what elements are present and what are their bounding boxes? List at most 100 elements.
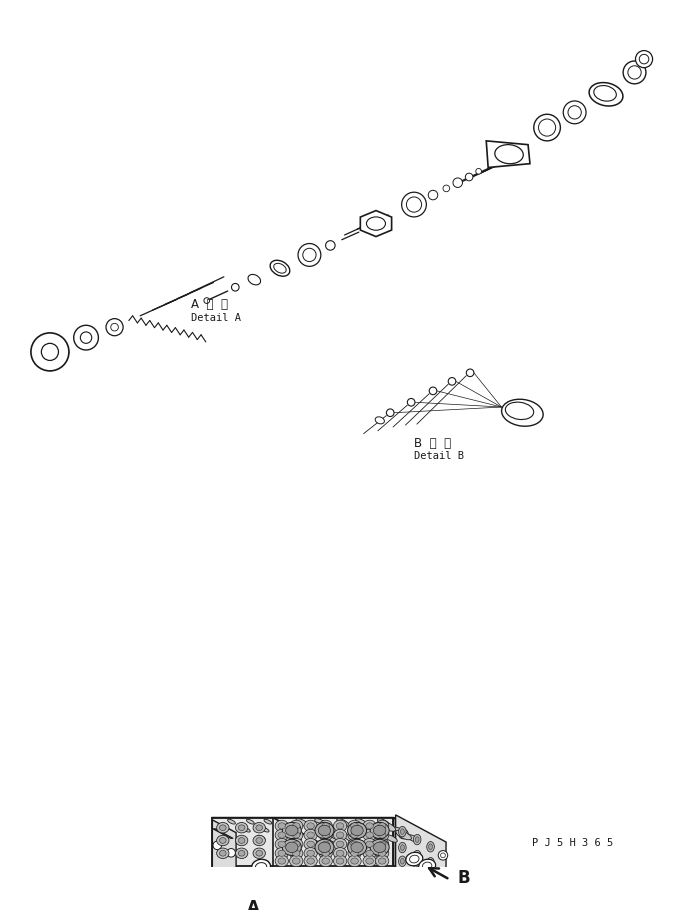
- Ellipse shape: [423, 862, 432, 870]
- Ellipse shape: [370, 839, 389, 855]
- Ellipse shape: [375, 847, 389, 859]
- Ellipse shape: [294, 835, 301, 840]
- Ellipse shape: [377, 819, 390, 826]
- Circle shape: [399, 829, 408, 839]
- Ellipse shape: [334, 855, 347, 866]
- Ellipse shape: [336, 850, 344, 856]
- Ellipse shape: [334, 829, 347, 841]
- Ellipse shape: [290, 847, 303, 859]
- Circle shape: [31, 333, 69, 371]
- Polygon shape: [212, 818, 440, 843]
- Ellipse shape: [351, 842, 363, 853]
- Ellipse shape: [228, 819, 235, 824]
- Ellipse shape: [378, 841, 386, 847]
- Ellipse shape: [322, 850, 330, 856]
- Circle shape: [568, 106, 581, 119]
- Ellipse shape: [393, 827, 406, 834]
- Circle shape: [628, 66, 641, 79]
- Ellipse shape: [380, 822, 396, 831]
- Ellipse shape: [318, 842, 331, 853]
- Ellipse shape: [235, 823, 248, 833]
- Ellipse shape: [350, 858, 359, 864]
- Ellipse shape: [304, 838, 317, 850]
- Text: B  詳  細: B 詳 細: [414, 437, 451, 450]
- Circle shape: [476, 168, 481, 174]
- Ellipse shape: [350, 850, 359, 856]
- Ellipse shape: [355, 819, 368, 826]
- Ellipse shape: [255, 863, 267, 871]
- Ellipse shape: [348, 820, 361, 832]
- Ellipse shape: [304, 829, 317, 841]
- Ellipse shape: [367, 217, 386, 230]
- Ellipse shape: [400, 829, 404, 834]
- Circle shape: [563, 101, 586, 124]
- Ellipse shape: [319, 855, 332, 866]
- Circle shape: [204, 298, 210, 303]
- Ellipse shape: [278, 841, 286, 847]
- Ellipse shape: [304, 855, 317, 866]
- Ellipse shape: [373, 825, 386, 835]
- Ellipse shape: [334, 820, 347, 832]
- Ellipse shape: [589, 83, 623, 106]
- Ellipse shape: [235, 835, 248, 845]
- Circle shape: [386, 409, 394, 417]
- Ellipse shape: [407, 834, 419, 842]
- Ellipse shape: [319, 847, 332, 859]
- Ellipse shape: [429, 874, 433, 879]
- Ellipse shape: [366, 850, 373, 856]
- Ellipse shape: [322, 841, 330, 847]
- Polygon shape: [212, 818, 394, 865]
- Ellipse shape: [419, 859, 435, 873]
- Ellipse shape: [307, 841, 315, 847]
- Ellipse shape: [319, 838, 332, 850]
- Ellipse shape: [293, 832, 300, 838]
- Ellipse shape: [282, 839, 301, 855]
- Ellipse shape: [336, 841, 344, 847]
- Circle shape: [303, 248, 316, 261]
- Ellipse shape: [413, 864, 421, 875]
- Ellipse shape: [220, 837, 226, 844]
- Ellipse shape: [495, 145, 523, 164]
- Ellipse shape: [319, 829, 332, 841]
- Circle shape: [453, 178, 462, 187]
- Ellipse shape: [366, 823, 373, 829]
- Ellipse shape: [311, 822, 327, 831]
- Ellipse shape: [385, 834, 398, 842]
- Ellipse shape: [304, 847, 317, 859]
- Ellipse shape: [366, 841, 373, 847]
- Ellipse shape: [351, 825, 363, 835]
- Ellipse shape: [318, 825, 331, 835]
- Ellipse shape: [276, 835, 284, 840]
- Ellipse shape: [216, 848, 229, 858]
- Ellipse shape: [275, 829, 288, 841]
- Ellipse shape: [290, 855, 303, 866]
- Ellipse shape: [398, 826, 406, 837]
- Ellipse shape: [322, 858, 330, 864]
- Ellipse shape: [251, 859, 270, 875]
- Ellipse shape: [326, 834, 338, 842]
- Ellipse shape: [278, 823, 286, 829]
- Ellipse shape: [400, 858, 404, 864]
- Ellipse shape: [322, 823, 330, 829]
- Text: A: A: [247, 898, 260, 910]
- Ellipse shape: [278, 858, 286, 864]
- Ellipse shape: [363, 847, 376, 859]
- Ellipse shape: [307, 823, 315, 829]
- Ellipse shape: [307, 858, 315, 864]
- Circle shape: [443, 185, 450, 192]
- Ellipse shape: [336, 832, 344, 838]
- Ellipse shape: [427, 871, 434, 882]
- Circle shape: [111, 323, 119, 331]
- Ellipse shape: [350, 823, 359, 829]
- Circle shape: [227, 848, 235, 857]
- Ellipse shape: [315, 839, 334, 855]
- Ellipse shape: [256, 837, 263, 844]
- Ellipse shape: [375, 829, 389, 841]
- Ellipse shape: [239, 851, 245, 856]
- Circle shape: [639, 55, 649, 64]
- Circle shape: [448, 378, 456, 385]
- Ellipse shape: [375, 417, 384, 424]
- Ellipse shape: [337, 819, 349, 826]
- Ellipse shape: [413, 850, 421, 861]
- Ellipse shape: [371, 827, 384, 834]
